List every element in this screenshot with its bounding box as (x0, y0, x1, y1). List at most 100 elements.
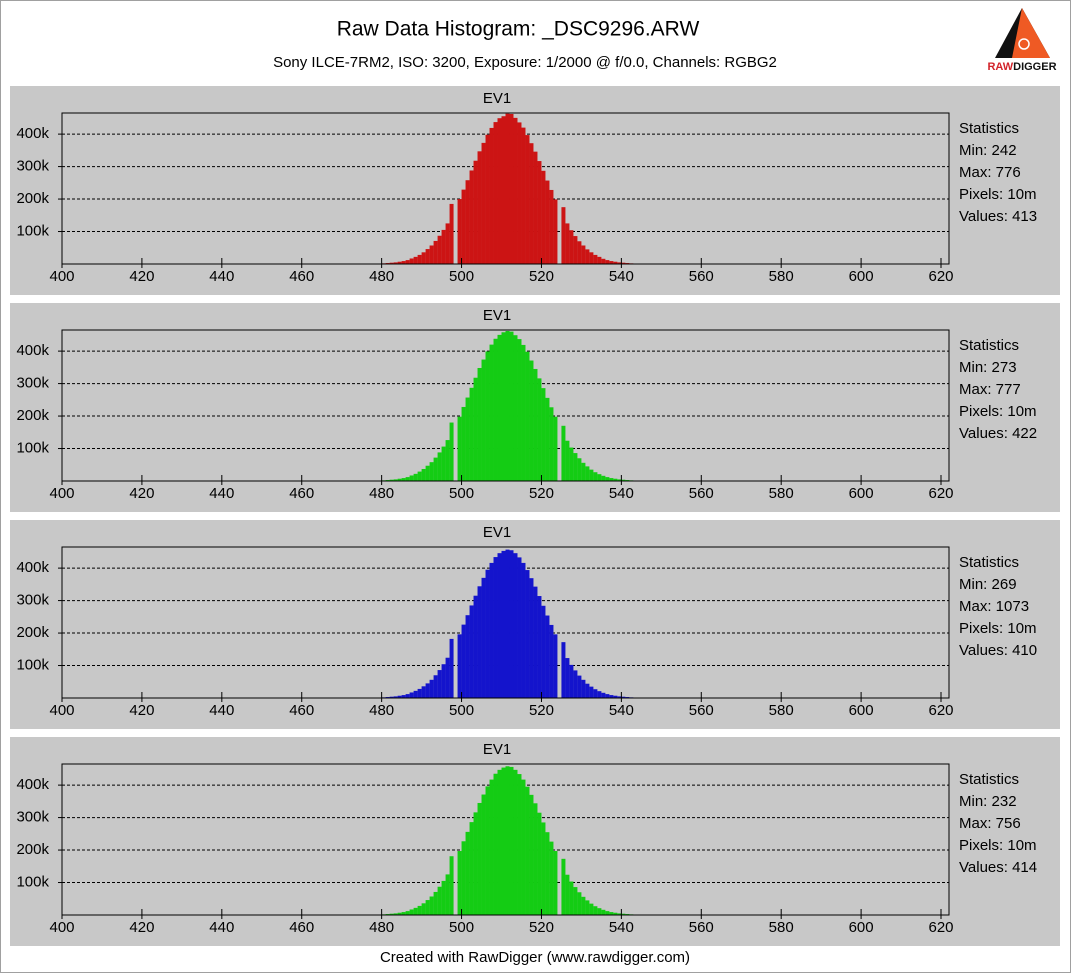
histogram-panel: EV1 100k 200k 300k 400k 400 420 440 460 480 500 520… (10, 737, 1060, 946)
histogram-bar (545, 180, 550, 264)
histogram-panel: EV1 100k 200k 300k 400k 400 420 440 460 480 500 520… (10, 303, 1060, 512)
panel-title: EV1 (483, 307, 511, 324)
histogram-bar (501, 767, 506, 915)
statistics-line: Min: 242 (959, 142, 1017, 159)
histogram-bar (405, 694, 410, 698)
histogram-bar (497, 769, 502, 915)
histogram-bar (581, 679, 586, 698)
histogram-bar (409, 475, 414, 481)
histogram-bar (617, 696, 622, 698)
y-tick-label: 300k (16, 158, 49, 175)
histogram-bar (601, 258, 606, 264)
logo-orange-triangle (1012, 8, 1050, 58)
histogram-bar (401, 478, 406, 481)
histogram-bar (433, 240, 438, 264)
histogram-bar (405, 911, 410, 915)
x-tick-label: 580 (769, 268, 794, 285)
histogram-bar (485, 351, 490, 481)
statistics-line: Values: 422 (959, 425, 1037, 442)
histogram-bar (397, 912, 402, 915)
histogram-bar (549, 841, 554, 915)
histogram-bar (601, 475, 606, 481)
histogram-bar (613, 912, 618, 915)
histogram-bar (397, 261, 402, 264)
histogram-bar (513, 117, 518, 264)
y-tick-label: 100k (16, 222, 49, 239)
histogram-bar (581, 896, 586, 915)
histogram-bar (521, 344, 526, 481)
histogram-bar (461, 624, 466, 698)
statistics-line: Statistics (959, 771, 1019, 788)
y-tick-label: 200k (16, 624, 49, 641)
histogram-bar (569, 447, 574, 481)
histogram-bar (553, 634, 558, 698)
histogram-bar (561, 858, 566, 915)
histogram-bar (565, 658, 570, 698)
histogram-bar (537, 161, 542, 264)
statistics-line: Min: 273 (959, 359, 1017, 376)
histogram-bar (561, 425, 566, 481)
x-tick-label: 600 (849, 702, 874, 719)
statistics-line: Statistics (959, 120, 1019, 137)
histogram-bar (497, 334, 502, 481)
histogram-bar (493, 122, 498, 265)
x-tick-label: 460 (289, 485, 314, 502)
y-tick-label: 100k (16, 439, 49, 456)
histogram-bar (505, 330, 510, 481)
histogram-bar (521, 127, 526, 264)
histogram-bar (585, 900, 590, 915)
x-tick-label: 400 (49, 485, 74, 502)
statistics-line: Min: 269 (959, 576, 1017, 593)
histogram-bar (525, 135, 530, 264)
page-title: Raw Data Histogram: _DSC9296.ARW (337, 18, 700, 41)
panel-title: EV1 (483, 90, 511, 107)
histogram-panel: EV1 100k 200k 300k 400k 400 420 440 460 480 500 520… (10, 86, 1060, 295)
histogram-bar (613, 478, 618, 481)
x-tick-label: 420 (129, 485, 154, 502)
histogram-bar (573, 887, 578, 915)
histogram-bar (589, 469, 594, 481)
y-tick-label: 100k (16, 656, 49, 673)
histogram-bar (425, 249, 430, 264)
histogram-bar (549, 407, 554, 481)
histogram-bar (581, 462, 586, 481)
histogram-bar (457, 416, 462, 481)
plot-frame (61, 546, 950, 699)
histogram-bar (529, 794, 534, 915)
histogram-bar (445, 657, 450, 698)
statistics-line: Pixels: 10m (959, 186, 1037, 203)
histogram-bar (609, 695, 614, 698)
histogram-bar (433, 457, 438, 481)
statistics-line: Statistics (959, 337, 1019, 354)
y-tick-label: 300k (16, 592, 49, 609)
histogram-bar (477, 802, 482, 915)
statistics-line: Pixels: 10m (959, 403, 1037, 420)
histogram-bar (481, 359, 486, 481)
histogram-bar (577, 892, 582, 915)
histogram-bar (545, 615, 550, 698)
logo-digger: DIGGER (1013, 61, 1056, 73)
histogram-bar (549, 189, 554, 264)
y-tick-label: 400k (16, 342, 49, 359)
histogram-bar (593, 689, 598, 698)
histogram-bar (593, 254, 598, 264)
x-tick-label: 520 (529, 919, 554, 936)
x-tick-label: 480 (369, 702, 394, 719)
histogram-bar (561, 642, 566, 698)
x-tick-label: 440 (209, 485, 234, 502)
histogram-bar (485, 569, 490, 698)
histogram-bar (401, 695, 406, 698)
histogram-bar (565, 874, 570, 915)
histogram-bar (465, 615, 470, 698)
histogram-bar (473, 812, 478, 915)
histogram-bar (525, 786, 530, 915)
histogram-bar (533, 368, 538, 481)
histogram-bar (449, 638, 454, 698)
y-tick-label: 400k (16, 776, 49, 793)
histogram-bar (461, 841, 466, 915)
y-tick-label: 200k (16, 841, 49, 858)
x-tick-label: 520 (529, 702, 554, 719)
page-subtitle: Sony ILCE-7RM2, ISO: 3200, Exposure: 1/2… (273, 54, 777, 71)
histogram-bar (541, 388, 546, 481)
histogram-bar (529, 143, 534, 264)
